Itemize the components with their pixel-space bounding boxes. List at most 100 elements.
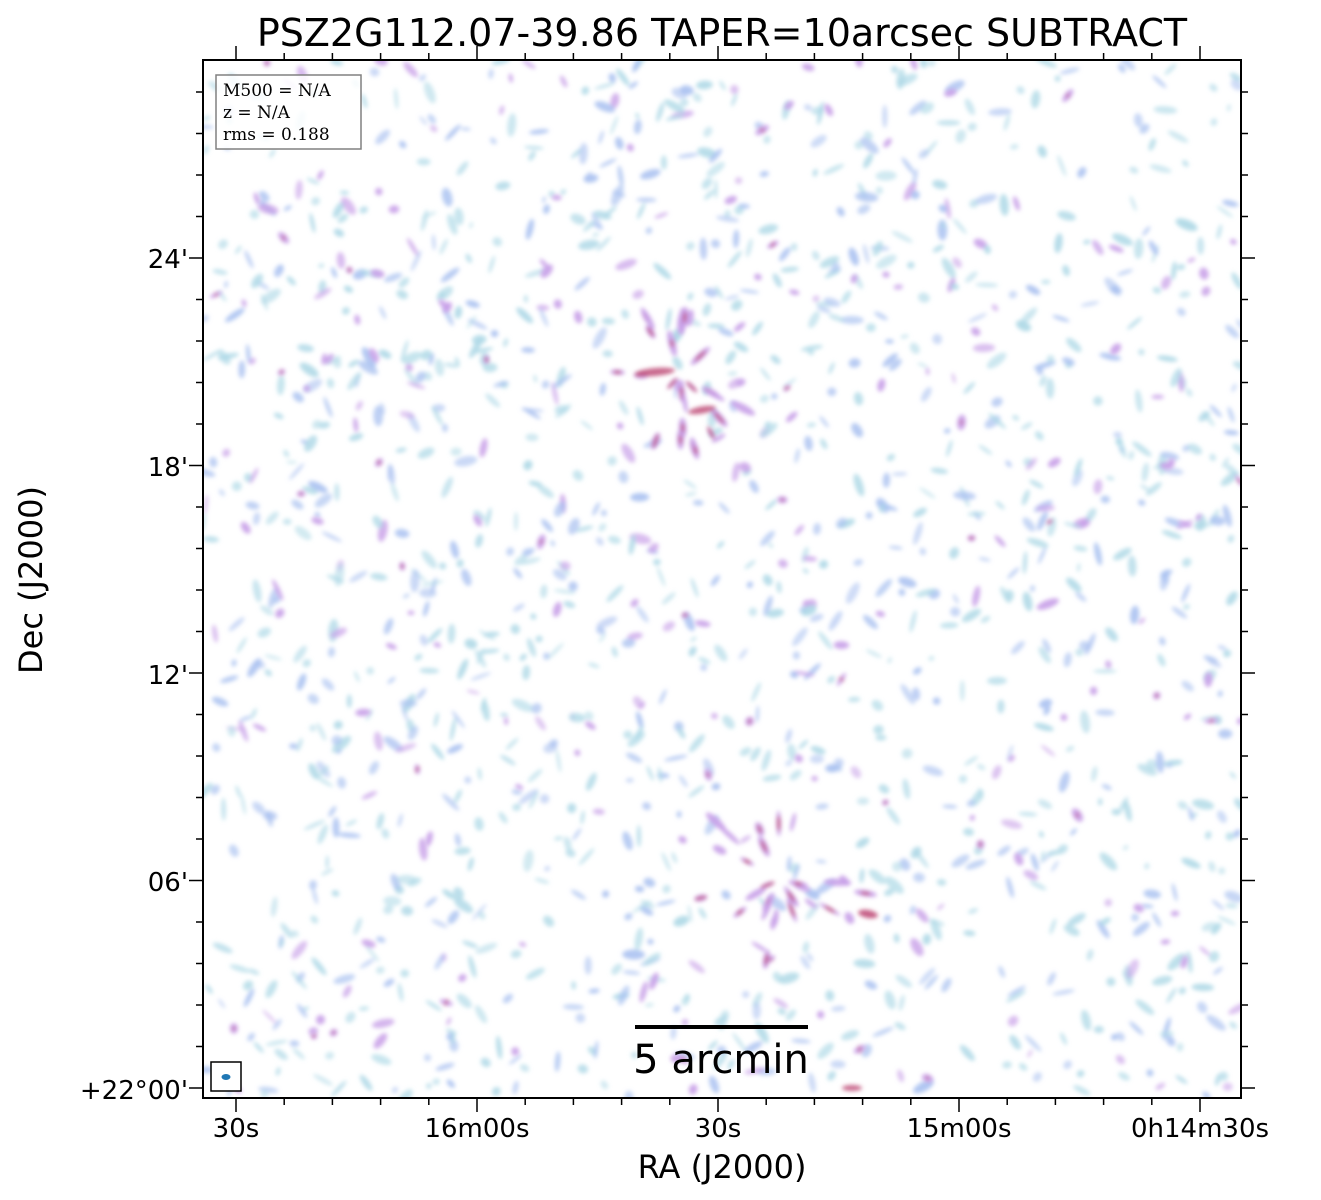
noise-blob — [372, 515, 384, 529]
noise-blob — [942, 804, 958, 809]
noise-blob — [373, 1033, 388, 1049]
bright-blob — [370, 269, 385, 278]
noise-blob — [359, 1074, 373, 1091]
noise-blob — [252, 801, 266, 814]
noise-blob — [421, 550, 437, 569]
noise-blob — [447, 744, 463, 754]
noise-blob — [1171, 883, 1178, 902]
noise-blob — [1171, 261, 1177, 280]
noise-blob — [773, 998, 789, 1009]
noise-blob — [1011, 640, 1025, 655]
noise-blob — [946, 439, 953, 457]
noise-blob — [1046, 355, 1055, 364]
noise-blob — [698, 657, 711, 665]
x-tick-label: 30s — [213, 1114, 260, 1144]
bright-blob — [994, 535, 1006, 547]
noise-blob — [421, 209, 428, 232]
noise-blob — [318, 263, 325, 268]
noise-blob — [1015, 320, 1032, 332]
noise-blob — [523, 294, 528, 303]
noise-blob — [203, 125, 214, 129]
noise-blob — [419, 634, 428, 646]
noise-blob — [365, 708, 373, 721]
noise-blob — [840, 315, 864, 325]
noise-blob — [292, 1048, 305, 1060]
bright-blob — [311, 517, 324, 525]
noise-blob — [909, 342, 920, 354]
noise-blob — [1111, 1033, 1118, 1041]
noise-blob — [1118, 1072, 1130, 1081]
noise-blob — [203, 115, 211, 121]
noise-blob — [245, 501, 260, 510]
noise-blob — [475, 534, 484, 548]
noise-blob — [967, 908, 979, 914]
noise-blob — [228, 617, 245, 632]
noise-blob — [1167, 130, 1189, 143]
noise-blob — [707, 323, 725, 329]
noise-blob — [894, 1022, 906, 1031]
noise-blob — [488, 255, 495, 274]
noise-blob — [683, 612, 695, 632]
noise-blob — [1129, 166, 1139, 174]
noise-blob — [809, 754, 824, 764]
bright-blob — [794, 754, 803, 763]
x-tick-label: 0h14m30s — [1131, 1114, 1269, 1144]
noise-blob — [1120, 60, 1136, 71]
noise-blob — [1032, 1072, 1042, 1082]
noise-blob — [621, 443, 636, 463]
noise-blob — [1188, 807, 1194, 821]
noise-blob — [690, 577, 699, 598]
noise-blob — [423, 600, 430, 617]
noise-blob — [683, 479, 697, 489]
noise-blob — [510, 949, 522, 959]
noise-blob — [688, 785, 705, 798]
noise-blob — [383, 904, 394, 915]
noise-blob — [368, 348, 380, 363]
noise-blob — [636, 406, 644, 426]
noise-blob — [875, 734, 887, 741]
noise-blob — [425, 1000, 442, 1012]
noise-blob — [571, 981, 576, 990]
noise-blob — [514, 554, 528, 566]
noise-blob — [750, 747, 761, 762]
noise-blob — [1158, 636, 1166, 646]
noise-blob — [810, 134, 827, 148]
noise-blob — [762, 774, 782, 782]
noise-blob — [453, 887, 464, 901]
noise-blob — [523, 849, 534, 872]
noise-blob — [964, 98, 975, 116]
noise-blob — [565, 848, 576, 858]
noise-blob — [812, 168, 818, 177]
noise-blob — [446, 1017, 452, 1026]
noise-blob — [1036, 511, 1048, 531]
noise-blob — [1065, 745, 1075, 752]
noise-blob — [506, 547, 514, 556]
noise-blob — [1046, 850, 1062, 856]
noise-blob — [706, 161, 725, 177]
noise-blob — [203, 782, 213, 800]
noise-blob — [656, 900, 676, 906]
noise-blob — [686, 241, 695, 251]
noise-blob — [864, 980, 878, 990]
noise-blob — [470, 672, 491, 681]
noise-blob — [227, 725, 236, 737]
noise-blob — [465, 253, 472, 264]
noise-blob — [1091, 766, 1098, 782]
bright-blob — [944, 88, 957, 97]
noise-blob — [1070, 828, 1077, 836]
noise-blob — [1167, 953, 1186, 971]
noise-blob — [579, 142, 588, 165]
noise-blob — [235, 245, 242, 255]
noise-blob — [1086, 949, 1094, 961]
noise-blob — [554, 501, 566, 517]
noise-blob — [900, 683, 915, 705]
noise-blob — [1026, 537, 1049, 548]
noise-blob — [618, 985, 630, 1006]
noise-blob — [591, 212, 602, 231]
noise-blob — [1225, 903, 1238, 909]
bright-blob — [694, 620, 711, 627]
noise-blob — [397, 813, 403, 828]
noise-blob — [884, 990, 896, 1010]
noise-blob — [733, 341, 749, 353]
noise-blob — [1073, 1085, 1091, 1096]
